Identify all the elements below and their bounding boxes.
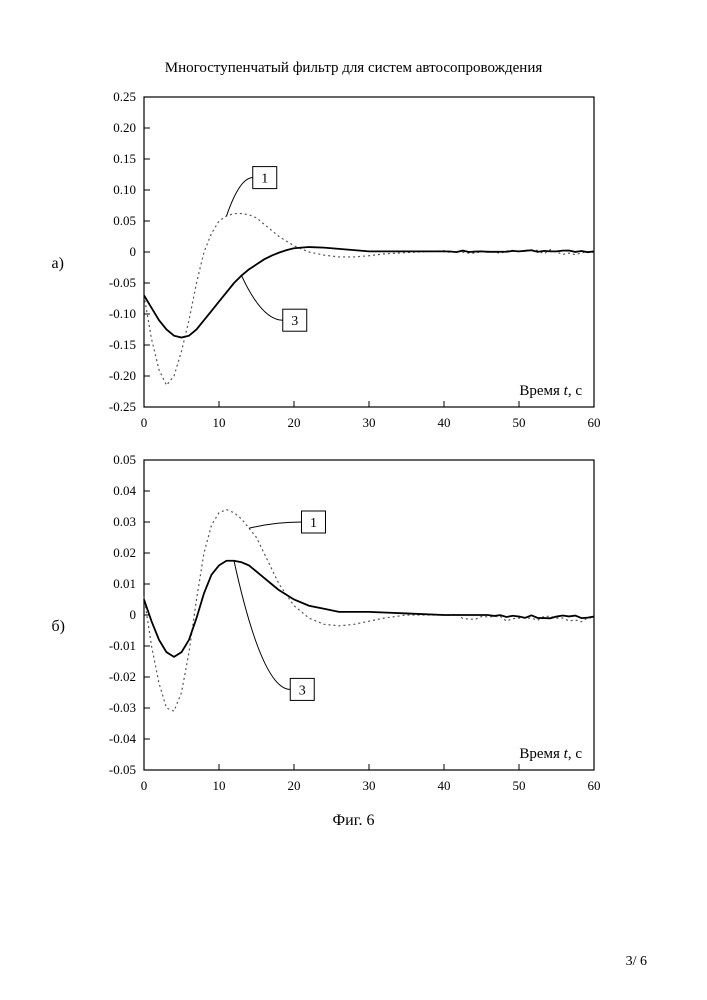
svg-text:3: 3 xyxy=(298,683,305,698)
svg-text:30: 30 xyxy=(362,778,375,793)
svg-text:0.25: 0.25 xyxy=(113,89,136,104)
svg-text:60: 60 xyxy=(587,778,600,793)
svg-text:0.04: 0.04 xyxy=(113,483,136,498)
svg-text:-0.10: -0.10 xyxy=(108,306,135,321)
svg-text:-0.01: -0.01 xyxy=(108,638,135,653)
svg-text:0: 0 xyxy=(129,607,136,622)
svg-text:-0.02: -0.02 xyxy=(108,669,135,684)
svg-text:60: 60 xyxy=(587,415,600,430)
svg-text:-0.20: -0.20 xyxy=(108,368,135,383)
svg-text:-0.04: -0.04 xyxy=(108,731,136,746)
svg-text:-0.15: -0.15 xyxy=(108,337,135,352)
svg-text:-0.05: -0.05 xyxy=(108,762,135,777)
svg-text:0.05: 0.05 xyxy=(113,452,136,467)
svg-text:40: 40 xyxy=(437,415,450,430)
chart-a: -0.25 -0.20 -0.15 -0.10 -0.05 0 0.05 0.10 0.15 0.… xyxy=(54,87,654,447)
svg-text:0.03: 0.03 xyxy=(113,514,136,529)
svg-text:0.02: 0.02 xyxy=(113,545,136,560)
page-title: Многоступенчатый фильтр для систем автос… xyxy=(0,0,707,87)
svg-text:0: 0 xyxy=(140,778,147,793)
svg-text:1: 1 xyxy=(310,516,317,531)
page-number: 3/ 6 xyxy=(626,954,647,970)
panel-a-label: а) xyxy=(52,255,64,273)
svg-text:3: 3 xyxy=(291,314,298,329)
svg-text:10: 10 xyxy=(212,778,225,793)
chart-a-wrap: а) -0.25 -0.20 -0.15 -0.10 -0.05 0 0.05 0.10 0.1… xyxy=(54,87,654,447)
chart-b-wrap: б) -0.05 -0.04 -0.03 -0.02 -0.01 0 0.01 0.02 0.0… xyxy=(54,450,654,810)
chart-b: -0.05 -0.04 -0.03 -0.02 -0.01 0 0.01 0.02 0.03 0.… xyxy=(54,450,654,810)
svg-text:-0.25: -0.25 xyxy=(108,399,135,414)
svg-text:50: 50 xyxy=(512,415,525,430)
svg-text:Время t, с: Время t, с xyxy=(519,383,582,399)
svg-text:10: 10 xyxy=(212,415,225,430)
svg-text:20: 20 xyxy=(287,415,300,430)
svg-text:20: 20 xyxy=(287,778,300,793)
svg-text:0.01: 0.01 xyxy=(113,576,136,591)
svg-text:40: 40 xyxy=(437,778,450,793)
svg-text:1: 1 xyxy=(261,172,268,187)
svg-text:0.05: 0.05 xyxy=(113,213,136,228)
svg-text:30: 30 xyxy=(362,415,375,430)
svg-text:Время t, с: Время t, с xyxy=(519,746,582,762)
svg-text:-0.03: -0.03 xyxy=(108,700,135,715)
svg-text:0: 0 xyxy=(129,244,136,259)
svg-text:50: 50 xyxy=(512,778,525,793)
svg-text:0.20: 0.20 xyxy=(113,120,136,135)
svg-text:-0.05: -0.05 xyxy=(108,275,135,290)
panel-b-label: б) xyxy=(52,618,65,636)
svg-text:0.15: 0.15 xyxy=(113,151,136,166)
svg-text:0.10: 0.10 xyxy=(113,182,136,197)
figure-label: Фиг. 6 xyxy=(0,812,707,830)
svg-text:0: 0 xyxy=(140,415,147,430)
